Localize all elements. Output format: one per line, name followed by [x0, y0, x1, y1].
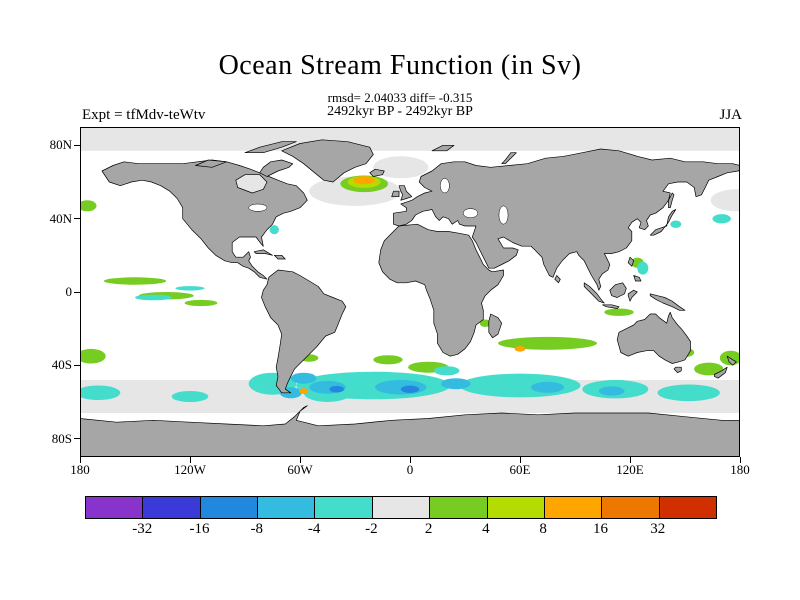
lon-tick-mark: [629, 457, 631, 463]
colorbar-tick-label: 32: [650, 521, 666, 537]
colorbar-segment: [372, 497, 431, 518]
lon-tick-mark: [79, 457, 81, 463]
period-line: 2492kyr BP - 2492kyr BP: [327, 104, 473, 119]
colorbar-tick-label: -32: [132, 521, 153, 537]
colorbar-segment: [430, 497, 488, 518]
world-map-svg: [80, 127, 740, 457]
lat-tick-label: 80S: [51, 430, 72, 446]
colorbar-tick-label: -16: [189, 521, 210, 537]
colorbar-tick-label: 16: [592, 521, 608, 537]
lon-tick-mark: [519, 457, 521, 463]
colorbar-segment: [315, 497, 373, 518]
lon-tick-mark: [189, 457, 191, 463]
lon-tick-label: 0: [406, 462, 414, 477]
lat-tick-mark: [74, 438, 80, 440]
lat-tick-label: 40N: [49, 210, 72, 226]
colorbar-tick-label: -4: [307, 521, 321, 537]
lat-tick-mark: [74, 291, 80, 293]
lon-tick-label: 60W: [287, 462, 313, 477]
lat-tick-mark: [74, 218, 80, 220]
colorbar-tick-label: 2: [424, 521, 433, 537]
colorbar-segment: [258, 497, 316, 518]
world-map: [80, 127, 740, 457]
lon-tick-label: 180: [70, 462, 90, 477]
colorbar-segment: [602, 497, 660, 518]
lon-tick-label: 120E: [616, 462, 644, 477]
colorbar-tick-label: -2: [365, 521, 378, 537]
stats-line: rmsd= 2.04033 diff= -0.315: [327, 90, 473, 105]
colorbar-tick-label: 8: [539, 521, 547, 537]
colorbar-segment: [659, 497, 716, 518]
page-title: Ocean Stream Function (in Sv): [218, 50, 582, 81]
lon-tick-label: 60E: [509, 462, 531, 477]
colorbar-tick-label: 4: [482, 521, 490, 537]
season-label: JJA: [719, 107, 742, 123]
map-frame: [80, 127, 740, 457]
lon-tick-mark: [739, 457, 741, 463]
colorbar-segment: [487, 497, 545, 518]
colorbar-segment: [200, 497, 259, 518]
anomaly-layer: [80, 156, 740, 402]
colorbar: [85, 496, 717, 519]
land-layer: [80, 139, 740, 457]
colorbar-tick-label: -8: [250, 521, 264, 537]
lon-tick-mark: [299, 457, 301, 463]
lat-tick-label: 0: [65, 284, 73, 299]
lat-tick-mark: [74, 144, 80, 146]
lon-tick-mark: [409, 457, 411, 463]
colorbar-segment: [86, 497, 144, 518]
colorbar-segment: [143, 497, 201, 518]
lat-tick-label: 80N: [49, 137, 72, 153]
lon-tick-label: 120W: [174, 462, 206, 477]
lat-tick-mark: [74, 364, 80, 366]
experiment-label: Expt = tfMdv-teWtv: [82, 107, 206, 123]
colorbar-segment: [544, 497, 603, 518]
lat-tick-label: 40S: [51, 357, 72, 373]
lon-tick-label: 180: [730, 462, 750, 477]
